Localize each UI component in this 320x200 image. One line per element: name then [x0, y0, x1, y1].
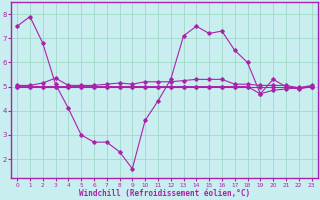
X-axis label: Windchill (Refroidissement éolien,°C): Windchill (Refroidissement éolien,°C)	[79, 189, 250, 198]
